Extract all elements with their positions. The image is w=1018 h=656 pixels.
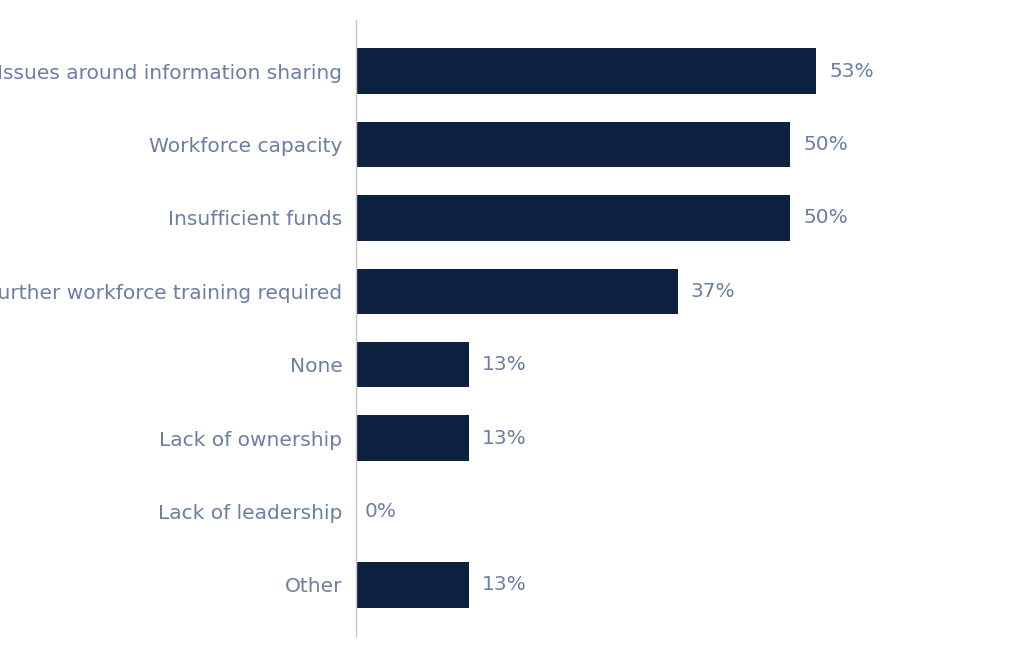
- Bar: [356, 195, 790, 241]
- Bar: [356, 49, 816, 94]
- Text: 13%: 13%: [483, 428, 527, 447]
- Text: 13%: 13%: [483, 355, 527, 374]
- Text: 50%: 50%: [803, 209, 848, 228]
- Bar: [356, 415, 469, 461]
- Bar: [356, 122, 790, 167]
- Text: 37%: 37%: [690, 282, 735, 301]
- Text: 13%: 13%: [483, 575, 527, 594]
- Bar: [356, 268, 678, 314]
- Text: 0%: 0%: [365, 502, 397, 521]
- Text: 50%: 50%: [803, 135, 848, 154]
- Bar: [356, 342, 469, 388]
- Text: 53%: 53%: [830, 62, 874, 81]
- Bar: [356, 562, 469, 607]
